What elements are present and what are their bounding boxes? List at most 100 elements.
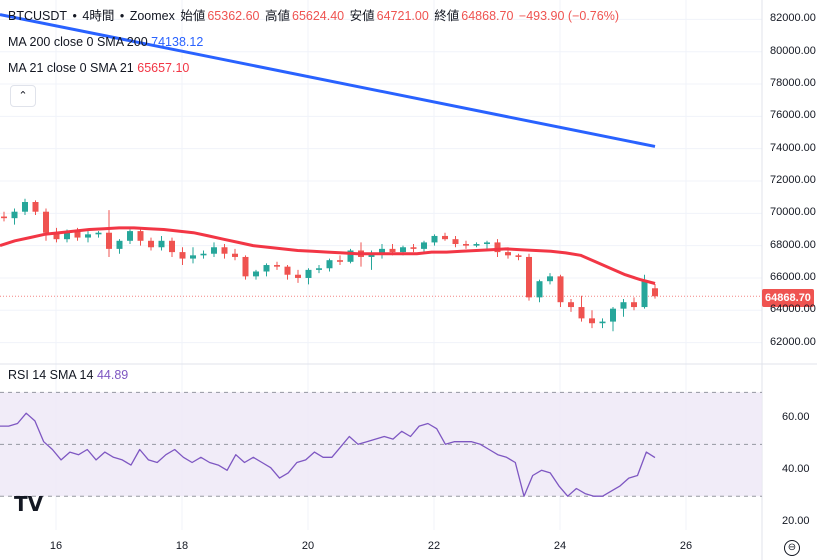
candle-body <box>116 240 123 249</box>
rsi-line <box>0 412 656 497</box>
candle-body <box>620 302 627 309</box>
price-axis-label: 80000.00 <box>770 44 816 57</box>
interval-label[interactable]: 4時間 <box>82 9 115 23</box>
candle-body <box>557 276 564 303</box>
candle-body <box>610 308 616 322</box>
candle-body <box>316 268 322 270</box>
chevron-up-icon[interactable]: ⌃ <box>10 85 36 107</box>
close-label: 終値 <box>434 9 460 23</box>
candle-body <box>95 232 102 235</box>
candle-body <box>284 266 291 275</box>
header-dot: • <box>119 9 125 23</box>
ma21-value: 65657.10 <box>137 61 190 75</box>
candle-body <box>389 248 396 253</box>
candle-body <box>337 260 343 262</box>
last-price-tag: 64868.70 <box>762 289 814 307</box>
candle-body <box>431 235 438 243</box>
candle-body <box>158 240 165 248</box>
candle-body <box>652 288 658 297</box>
price-axis-label: 72000.00 <box>770 174 816 186</box>
exchange-label: Zoomex <box>129 9 175 23</box>
candle-body <box>127 231 133 241</box>
rsi-axis-label: 60.00 <box>782 411 810 424</box>
candle-body <box>232 253 238 257</box>
candle-body <box>200 253 207 256</box>
candle-body <box>473 244 480 246</box>
candle-body <box>526 256 532 298</box>
zoom-icon[interactable]: ⊖ <box>784 540 800 556</box>
candle-body <box>169 240 175 253</box>
time-axis-label: 24 <box>553 540 567 552</box>
open-value: 65362.60 <box>207 9 260 23</box>
ma200-label: MA 200 close 0 SMA 200 <box>8 35 148 49</box>
rsi-value: 44.89 <box>96 368 129 382</box>
close-value: 64868.70 <box>461 9 514 23</box>
candle-body <box>631 302 637 308</box>
candle-body <box>484 242 490 245</box>
time-axis-label: 22 <box>427 540 441 552</box>
low-label: 安値 <box>349 9 375 23</box>
candle-body <box>326 260 333 269</box>
candle-body <box>547 276 553 282</box>
tradingview-logo-icon[interactable]: TV <box>14 492 44 516</box>
candle-body <box>64 231 70 240</box>
price-axis-label: 64000.00 <box>770 303 816 316</box>
candle-body <box>106 232 112 249</box>
ma200-legend[interactable]: MA 200 close 0 SMA 200 74138.12 <box>8 34 203 50</box>
candle-body <box>599 321 606 324</box>
candle-body <box>568 302 574 308</box>
ma21-legend[interactable]: MA 21 close 0 SMA 21 65657.10 <box>8 60 189 76</box>
ma200-line <box>0 13 656 148</box>
rsi-label: RSI 14 SMA 14 <box>8 368 94 382</box>
candle-body <box>32 202 39 212</box>
symbol-name[interactable]: BTCUSDT <box>8 9 68 23</box>
price-axis-label: 66000.00 <box>770 270 816 283</box>
candle-body <box>295 274 301 278</box>
candle-body <box>1 216 7 219</box>
candle-body <box>641 281 648 308</box>
price-axis-label: 76000.00 <box>770 109 816 122</box>
rsi-axis-label: 20.00 <box>782 515 810 528</box>
candle-body <box>589 318 595 324</box>
candle-body <box>179 252 186 259</box>
candle-body <box>578 307 585 319</box>
price-axis-label: 78000.00 <box>770 77 816 90</box>
candle-body <box>305 269 312 278</box>
candle-body <box>442 235 448 240</box>
time-axis-label: 20 <box>301 540 315 552</box>
high-value: 65624.40 <box>292 9 345 23</box>
ma200-value: 74138.12 <box>151 35 204 49</box>
candle-body <box>211 247 217 254</box>
candle-body <box>242 256 249 277</box>
candle-body <box>11 211 18 219</box>
price-axis-label: 82000.00 <box>770 12 816 25</box>
time-axis-label: 16 <box>49 540 63 552</box>
time-axis-label: 18 <box>175 540 189 552</box>
candle-body <box>274 265 280 267</box>
candle-body <box>379 248 385 254</box>
candle-body <box>43 211 49 233</box>
candle-body <box>452 239 459 245</box>
price-axis-label: 74000.00 <box>770 141 816 154</box>
candle-body <box>221 247 228 254</box>
candle-body <box>190 255 196 259</box>
candle-body <box>347 250 354 262</box>
candle-body <box>515 255 522 257</box>
change-value: −493.90 (−0.76%) <box>518 9 619 23</box>
high-label: 高値 <box>264 9 290 23</box>
ma21-label: MA 21 close 0 SMA 21 <box>8 61 134 75</box>
candle-body <box>368 253 375 257</box>
candle-body <box>53 232 60 240</box>
candle-body <box>536 281 543 298</box>
price-axis-label: 62000.00 <box>770 335 816 348</box>
candle-body <box>410 247 417 249</box>
candle-body <box>494 242 501 253</box>
candle-body <box>137 231 144 241</box>
candle-body <box>148 240 154 248</box>
open-label: 始値 <box>180 9 206 23</box>
rsi-legend[interactable]: RSI 14 SMA 14 44.89 <box>8 367 128 383</box>
rsi-axis-label: 40.00 <box>782 463 810 476</box>
time-axis-label: 26 <box>679 540 693 552</box>
candle-body <box>253 271 259 277</box>
